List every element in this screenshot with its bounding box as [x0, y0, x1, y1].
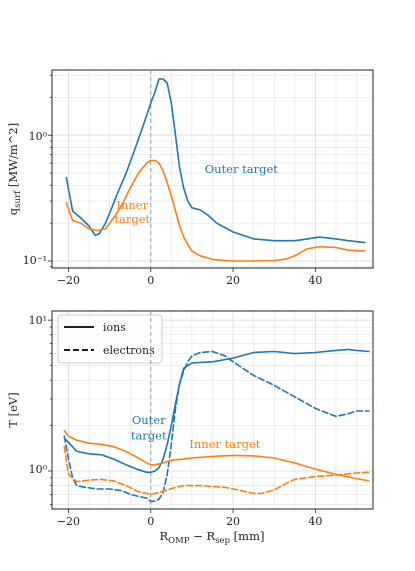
y-tick-label: 10⁰: [29, 463, 48, 476]
x-tick-label: 20: [226, 274, 240, 287]
x-tick-label: 0: [147, 515, 154, 528]
x-tick-label: 0: [147, 274, 154, 287]
x-tick-label: −20: [57, 274, 80, 287]
series-line-inner: [65, 159, 366, 262]
heat-flux-panel: 10⁰ 10⁻¹ qsurf [MW/m^2] −20 0 20 40 Outer ta…: [6, 69, 374, 287]
series-group: [63, 348, 370, 503]
y-axis-label: qsurf [MW/m^2]: [6, 123, 23, 215]
series-group: [65, 78, 366, 262]
series-line-inner_electrons: [63, 445, 370, 496]
series-line-outer_electrons: [63, 350, 370, 503]
series-line-outer: [65, 78, 366, 244]
annotation-outer: Outer: [132, 413, 166, 427]
temperature-panel: 10¹ 10⁰ T [eV] ROMP − Rsep [mm] ions ele…: [6, 310, 374, 546]
annotation-inner: target: [114, 212, 150, 226]
y-tick-label: 10¹: [29, 314, 47, 327]
x-tick-label: 20: [226, 515, 240, 528]
y-tick-label: 10⁻¹: [23, 254, 47, 267]
series-line-outer_ions: [63, 348, 370, 474]
x-axis-label: ROMP − Rsep [mm]: [160, 529, 265, 546]
annotation-inner: Inner target: [189, 437, 260, 451]
x-tick-label: 40: [308, 515, 322, 528]
legend-label-ions: ions: [103, 321, 126, 334]
x-tick-label: 40: [308, 274, 322, 287]
series-line-inner_ions: [63, 429, 370, 482]
annotation-outer: Outer target: [205, 162, 279, 176]
annotation-inner: Inner: [116, 198, 148, 212]
plot-frame-bottom: [51, 310, 374, 510]
legend-label-electrons: electrons: [103, 344, 155, 357]
x-tick-label: −20: [57, 515, 80, 528]
y-tick-label: 10⁰: [29, 130, 48, 143]
annotation-outer: target: [131, 428, 167, 442]
legend: ions electrons: [57, 314, 163, 364]
plot-frame-top: [51, 69, 374, 269]
y-axis-label: T [eV]: [6, 392, 20, 427]
